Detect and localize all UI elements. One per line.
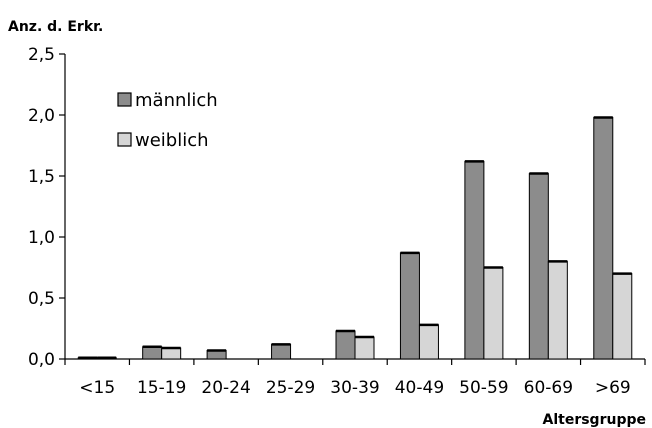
- bar-male: [464, 160, 485, 360]
- bar-female: [547, 260, 568, 360]
- x-tick-label: 20-24: [201, 378, 250, 398]
- y-tick-label: 2,0: [28, 106, 55, 126]
- y-tick-label: 0,5: [28, 289, 55, 309]
- y-axis-ticks: 0,0 0,5 1,0 1,5 2,0 2,5: [28, 45, 65, 370]
- bars: [77, 116, 633, 360]
- legend-swatch: [117, 132, 132, 147]
- bar-male: [142, 346, 163, 360]
- bar-female: [354, 336, 375, 360]
- bar-male: [335, 330, 356, 360]
- bar-female: [612, 273, 633, 360]
- x-tick-label: 40-49: [395, 378, 444, 398]
- y-tick-label: 1,0: [28, 228, 55, 248]
- bar-male: [206, 349, 227, 360]
- legend: männlich weiblich: [117, 90, 218, 151]
- x-tick-label: 60-69: [524, 378, 573, 398]
- x-tick-label: 50-59: [459, 378, 508, 398]
- bar-male: [271, 343, 292, 360]
- x-tick-label: 15-19: [137, 378, 186, 398]
- bar-male: [528, 173, 549, 360]
- legend-swatch: [117, 92, 132, 107]
- x-tick-label: <15: [79, 378, 115, 398]
- bar-female: [483, 267, 504, 360]
- legend-label: männlich: [135, 90, 218, 111]
- y-tick-label: 0,0: [28, 350, 55, 370]
- bar-female: [161, 347, 182, 360]
- bar-female: [418, 324, 439, 360]
- y-tick-label: 2,5: [28, 45, 55, 65]
- x-tick-label: 30-39: [330, 378, 379, 398]
- x-tick-label: 25-29: [266, 378, 315, 398]
- bar-male: [593, 116, 614, 360]
- x-axis-label: Altersgruppe: [543, 412, 647, 428]
- y-axis-label: Anz. d. Erkr.: [8, 19, 103, 35]
- legend-label: weiblich: [135, 130, 209, 151]
- y-tick-label: 1,5: [28, 167, 55, 187]
- bar-male: [399, 252, 420, 360]
- x-axis-ticks: <15 15-19 20-24 25-29 30-39 40-49 50-59 60-69 >6…: [64, 359, 646, 398]
- x-tick-label: >69: [595, 378, 631, 398]
